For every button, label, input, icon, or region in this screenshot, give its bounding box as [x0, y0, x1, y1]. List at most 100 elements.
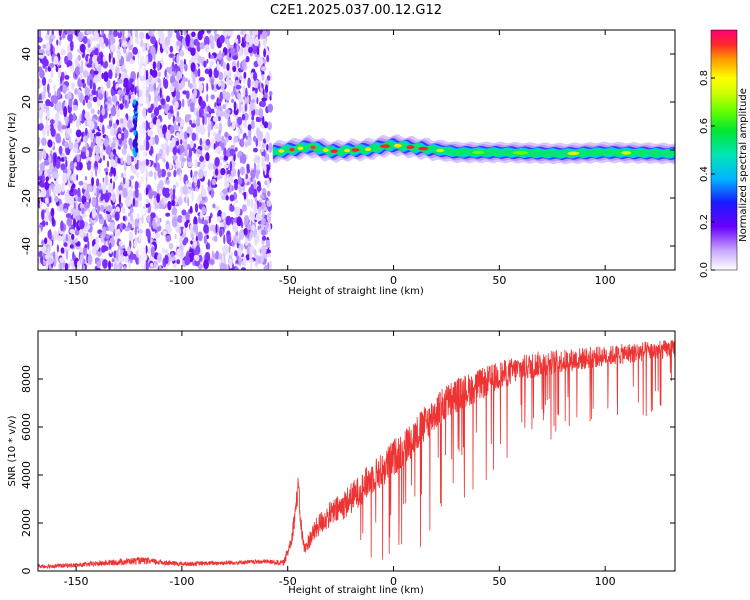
spectrogram-noise-speck — [120, 118, 124, 125]
spectrogram-noise-speck — [78, 180, 84, 186]
spectrogram-noise-speck — [154, 134, 159, 145]
spectrogram-noise-speck — [81, 196, 87, 205]
spectrogram-noise-speck — [41, 76, 47, 86]
spectrogram-noise-speck — [216, 173, 222, 180]
spectrogram-noise-speck — [190, 62, 196, 73]
spectrogram-noise-speck — [164, 36, 171, 46]
spectrogram-noise-speck — [157, 168, 162, 179]
spectrogram-noise-speck — [235, 84, 242, 90]
spectrogram-noise-speck — [223, 155, 229, 161]
spectrogram-noise-speck — [92, 96, 98, 103]
spectrogram-noise-speck — [206, 58, 209, 64]
spectrogram-noise-speck — [113, 180, 115, 190]
spectrogram-noise-speck — [204, 116, 207, 126]
spectrogram-noise-speck — [90, 132, 94, 142]
spectrogram-noise-speck — [204, 68, 210, 75]
spectrogram-noise-speck — [223, 147, 227, 158]
spectrogram-noise-speck — [150, 46, 156, 56]
spectrogram-noise-speck — [76, 260, 80, 270]
spectrogram-noise-speck — [124, 255, 129, 263]
spectrogram-noise-speck — [123, 117, 128, 128]
y-tick-label: 2000 — [20, 509, 33, 537]
spectrogram-noise-speck — [176, 31, 180, 40]
spectrogram-noise-speck — [214, 32, 218, 43]
spectrogram-noise-speck — [176, 259, 181, 265]
spectrogram-noise-speck — [48, 154, 52, 164]
spectrogram-ridge-core — [289, 147, 295, 152]
spectrogram-noise-speck — [167, 200, 172, 211]
spectrogram-noise-speck — [208, 259, 215, 265]
spectrogram-noise-speck — [39, 200, 42, 211]
spectrogram-streak-speck — [134, 136, 138, 143]
spectrogram-noise-speck — [75, 215, 81, 220]
spectrogram-noise-speck — [60, 157, 65, 162]
spectrogram-noise-speck — [83, 136, 88, 143]
spectrogram-noise-speck — [233, 179, 239, 184]
spectrogram-noise-speck — [253, 135, 257, 143]
spectrogram-noise-speck — [227, 40, 230, 50]
spectrogram-noise-speck — [117, 133, 122, 140]
spectrogram-noise-speck — [80, 60, 84, 67]
spectrogram-noise-speck — [69, 244, 74, 249]
spectrogram-noise-speck — [148, 221, 152, 228]
spectrogram-noise-speck — [154, 170, 157, 181]
spectrogram-noise-speck — [265, 132, 271, 143]
spectrogram-noise-speck — [68, 135, 71, 145]
spectrogram-noise-speck — [236, 43, 239, 54]
spectrogram-noise-speck — [150, 103, 154, 111]
spectrogram-noise-speck — [199, 42, 205, 50]
spectrogram-noise-speck — [145, 69, 149, 81]
spectrogram-noise-speck — [194, 203, 199, 213]
spectrogram-noise-speck — [268, 142, 273, 153]
spectrogram-noise-speck — [227, 79, 234, 86]
spectrogram-noise-speck — [148, 149, 153, 156]
spectrogram-noise-speck — [224, 91, 231, 102]
spectrogram-noise-speck — [116, 104, 119, 115]
spectrogram-noise-speck — [77, 91, 81, 98]
spectrogram-noise-speck — [185, 90, 190, 100]
spectrogram-noise-speck — [91, 89, 97, 96]
spectrogram-noise-speck — [47, 168, 50, 175]
spectrogram-noise-speck — [220, 168, 226, 176]
x-tick-label: -100 — [169, 274, 194, 287]
x-tick-label: 100 — [595, 274, 616, 287]
spectrogram-noise-speck — [250, 199, 254, 209]
spectrogram-noise-speck — [89, 121, 95, 130]
spectrogram-noise-speck — [205, 113, 212, 118]
spectrogram-noise-speck — [68, 234, 71, 243]
spectrogram-noise-speck — [70, 185, 74, 194]
spectrogram-noise-speck — [175, 161, 181, 169]
spectrogram-noise-speck — [167, 171, 172, 178]
spectrogram-noise-speck — [93, 185, 97, 194]
spectrogram-streak-speck — [132, 118, 136, 125]
spectrogram-noise-speck — [200, 200, 205, 205]
spectrogram-noise-speck — [256, 46, 260, 56]
spectrogram-noise-speck — [247, 77, 251, 89]
spectrogram-noise-speck — [243, 45, 250, 56]
spectrogram-ridge-core — [330, 149, 338, 153]
spectrogram-noise-speck — [243, 71, 247, 79]
spectrogram-streak-speck — [134, 103, 138, 110]
spectrogram-noise-speck — [237, 176, 243, 185]
spectrogram-noise-speck — [128, 260, 131, 269]
spectrogram-noise-speck — [267, 121, 273, 131]
spectrogram-noise-speck — [38, 176, 43, 181]
spectrogram-noise-speck — [43, 260, 47, 266]
spectrogram-noise-speck — [86, 48, 92, 53]
spectrogram-noise-speck — [115, 206, 120, 213]
spectrogram-noise-speck — [237, 37, 241, 43]
spectrogram-noise-speck — [171, 61, 175, 68]
spectrogram-noise-speck — [56, 39, 59, 46]
spectrogram-noise-speck — [173, 263, 177, 269]
spectrogram-noise-speck — [239, 166, 245, 176]
spectrogram-noise-speck — [109, 248, 113, 254]
spectrogram-noise-speck — [102, 60, 109, 69]
spectrogram-noise-speck — [103, 138, 109, 148]
spectrogram-noise-speck — [60, 48, 66, 56]
spectrogram-noise-speck — [166, 179, 170, 185]
spectrogram-noise-speck — [268, 90, 273, 97]
spectrogram-noise-speck — [181, 215, 187, 223]
spectrogram-noise-speck — [263, 58, 267, 65]
spectrogram-noise-speck — [168, 242, 174, 250]
spectrogram-noise-speck — [172, 184, 176, 190]
